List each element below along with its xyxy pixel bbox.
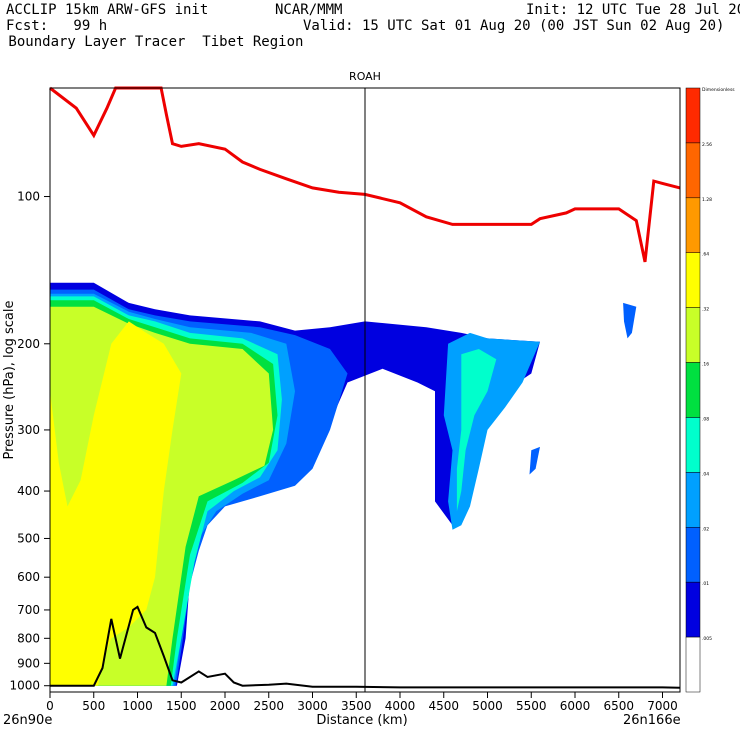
y-tick-label-1000: 1000 [9, 679, 40, 693]
y-tick-label-300: 300 [17, 423, 40, 437]
tracer-region-8 [456, 349, 497, 512]
colorbar-label-4: .32 [702, 307, 709, 313]
colorbar-label-1: 2.56 [702, 142, 712, 148]
init-time: Init: 12 UTC Tue 28 Jul 20 [526, 2, 740, 18]
colorbar-label-0: Dimensionless [702, 87, 735, 93]
colorbar-label-6: .08 [702, 416, 709, 422]
institution: NCAR/MMM [275, 2, 343, 18]
y-tick-label-100: 100 [17, 190, 40, 204]
y-tick-label-800: 800 [17, 631, 40, 645]
x-end-label: 26n166e [623, 713, 681, 728]
tropopause-line [49, 86, 681, 263]
colorbar-swatch-6 [685, 417, 701, 473]
y-tick-label-900: 900 [17, 656, 40, 670]
colorbar-swatch-9 [685, 581, 701, 638]
model-title: ACCLIP 15km ARW-GFS init [6, 2, 209, 18]
plot-description: Boundary Layer Tracer Tibet Region [0, 34, 304, 50]
y-axis: 100 200 300 400 500 600 700 800 900 1000 [9, 190, 50, 693]
valid-time: Valid: 15 UTC Sat 01 Aug 20 (00 JST Sun … [303, 18, 725, 34]
x-tick-label-1000: 1000 [122, 699, 153, 713]
tracer-region-10 [529, 446, 540, 475]
x-axis-label: Distance (km) [316, 713, 407, 728]
x-tick-label-6000: 6000 [560, 699, 591, 713]
y-tick-label-500: 500 [17, 531, 40, 545]
x-tick-label-2500: 2500 [253, 699, 284, 713]
colorbar-label-8: .02 [702, 526, 709, 532]
colorbar-label-2: 1.28 [702, 197, 712, 203]
colorbar-swatch-3 [685, 252, 701, 308]
x-tick-label-3000: 3000 [297, 699, 328, 713]
x-tick-label-3500: 3500 [341, 699, 372, 713]
colorbar-label-10: .005 [702, 636, 712, 642]
colorbar: Dimensionless 2.56 1.28 .64 .32 .16 .08 .04 .02.… [685, 87, 735, 693]
x-tick-label-500: 500 [82, 699, 105, 713]
x-tick-label-5500: 5500 [516, 699, 547, 713]
colorbar-swatch-7 [685, 472, 701, 528]
y-tick-label-600: 600 [17, 570, 40, 584]
x-tick-label-4000: 4000 [385, 699, 416, 713]
forecast-hour: Fcst: 99 h [6, 18, 108, 34]
colorbar-swatch-8 [685, 527, 701, 583]
x-start-label: 26n90e [3, 713, 52, 728]
colorbar-label-3: .64 [702, 252, 709, 258]
colorbar-swatch-4 [685, 307, 701, 363]
y-tick-label-400: 400 [17, 484, 40, 498]
x-axis: 0 500 1000 1500 2000 2500 3000 3500 4000 4500 5000… [46, 692, 678, 713]
roah-marker-label: ROAH [349, 70, 381, 83]
tracer-region-6 [50, 321, 182, 686]
colorbar-label-9: .01 [702, 581, 709, 587]
x-tick-label-5000: 5000 [472, 699, 503, 713]
x-tick-label-1500: 1500 [166, 699, 197, 713]
colorbar-label-7: .04 [702, 471, 709, 477]
colorbar-swatch-5 [685, 362, 701, 418]
y-axis-label: Pressure (hPa), log scale [2, 301, 17, 460]
x-tick-label-7000: 7000 [647, 699, 678, 713]
y-tick-label-200: 200 [17, 337, 40, 351]
colorbar-label-5: .16 [702, 362, 709, 368]
colorbar-swatch-2 [685, 197, 701, 253]
tracer-contours [50, 282, 637, 686]
x-tick-label-2000: 2000 [210, 699, 241, 713]
tracer-region-9 [623, 302, 637, 339]
colorbar-swatch-10 [685, 636, 701, 693]
colorbar-swatch-0 [685, 87, 701, 144]
x-tick-label-4500: 4500 [428, 699, 459, 713]
colorbar-swatch-1 [685, 142, 701, 199]
y-tick-label-700: 700 [17, 603, 40, 617]
x-tick-label-0: 0 [46, 699, 54, 713]
x-tick-label-6500: 6500 [603, 699, 634, 713]
plot-frame [49, 87, 681, 693]
terrain-line [50, 605, 681, 689]
